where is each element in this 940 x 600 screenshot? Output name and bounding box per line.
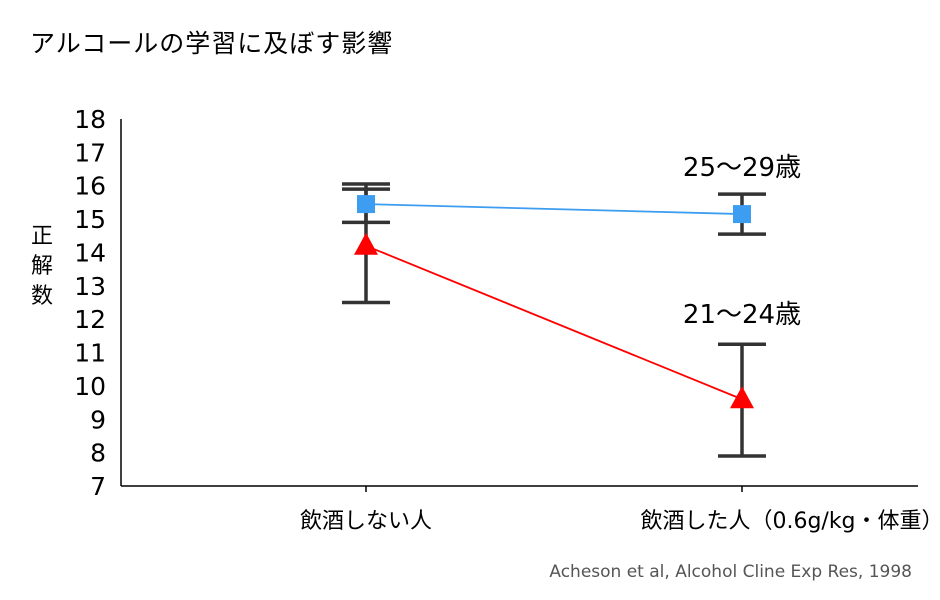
series-annotation: 21〜24歳 <box>683 300 801 330</box>
y-tick-label: 12 <box>74 305 106 334</box>
y-tick-label: 13 <box>74 272 106 301</box>
y-tick-label: 17 <box>74 138 106 167</box>
series-line <box>365 244 743 401</box>
y-tick-label: 9 <box>90 405 106 434</box>
y-tick-label: 18 <box>74 105 106 134</box>
y-tick-label: 11 <box>74 339 106 368</box>
chart-title: アルコールの学習に及ぼす影響 <box>30 29 394 58</box>
y-tick-label: 10 <box>74 372 106 401</box>
y-tick-label: 16 <box>74 172 106 201</box>
data-point <box>730 386 754 409</box>
data-point <box>354 232 378 255</box>
y-tick-label: 14 <box>74 238 106 267</box>
data-point <box>357 195 375 214</box>
series-annotation: 25〜29歳 <box>683 153 801 183</box>
y-tick-label: 15 <box>74 205 106 234</box>
y-tick-label: 8 <box>90 439 106 468</box>
source-citation: Acheson et al, Alcohol Cline Exp Res, 19… <box>549 562 912 582</box>
data-point <box>733 205 751 224</box>
series-line <box>365 203 743 215</box>
y-axis-label: 正解数 <box>30 224 53 309</box>
y-tick-label: 7 <box>90 472 106 501</box>
x-category-label: 飲酒した人（0.6g/kg・体重） <box>640 509 940 534</box>
x-category-label: 飲酒しない人 <box>300 509 432 534</box>
